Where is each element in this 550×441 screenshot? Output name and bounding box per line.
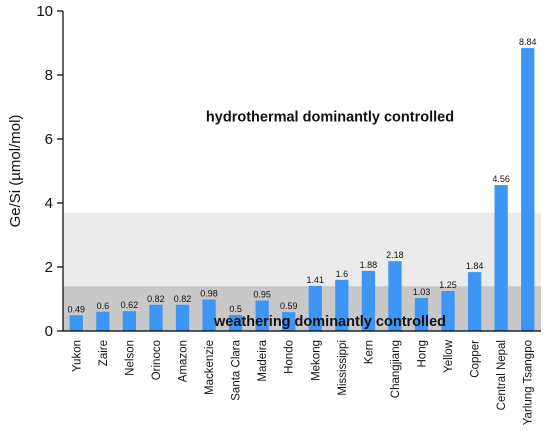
- category-label-3: Orinoco: [151, 340, 163, 380]
- category-label-16: Central Nepal: [496, 340, 508, 410]
- category-label-10: Mississippi: [337, 340, 349, 396]
- category-label-6: Santa Clara: [231, 339, 243, 400]
- category-label-8: Hondo: [284, 340, 296, 374]
- value-label-8: 0.59: [280, 301, 298, 311]
- background-bands: [63, 212, 541, 331]
- bar-16: [494, 185, 508, 331]
- value-label-0: 0.49: [68, 304, 86, 314]
- category-label-0: Yukon: [71, 340, 83, 372]
- y-axis-title: Ge/Si (µmol/mol): [7, 115, 24, 228]
- category-label-1: Zaire: [98, 340, 110, 366]
- value-label-6: 0.5: [229, 304, 242, 314]
- value-label-1: 0.6: [97, 301, 110, 311]
- bar-2: [122, 311, 137, 331]
- bar-15: [467, 272, 482, 331]
- y-tick-label-2: 4: [45, 195, 53, 212]
- bar-11: [361, 270, 376, 331]
- hydrothermal-zone-label: hydrothermal dominantly controlled: [206, 109, 454, 125]
- band-0: [63, 212, 541, 287]
- weathering-zone-label: weathering dominantly controlled: [213, 314, 446, 330]
- bar-13: [414, 298, 429, 331]
- category-label-17: Yarlung Tsangpo: [523, 340, 535, 425]
- bar-14: [441, 291, 455, 331]
- bar-5: [202, 299, 216, 331]
- bar-17: [521, 48, 535, 332]
- y-ticks: 0 2 4 6 8 10: [36, 3, 63, 340]
- value-label-12: 2.18: [386, 250, 404, 260]
- band-1: [63, 286, 541, 331]
- bar-4: [175, 304, 190, 331]
- category-label-2: Nelson: [124, 340, 136, 376]
- value-label-11: 1.88: [360, 260, 378, 270]
- bar-7: [255, 300, 269, 331]
- value-label-2: 0.62: [121, 300, 139, 310]
- value-label-14: 1.25: [439, 280, 457, 290]
- value-label-9: 1.41: [307, 275, 325, 285]
- value-label-4: 0.82: [174, 294, 192, 304]
- bar-8: [282, 312, 296, 331]
- value-label-7: 0.95: [253, 290, 271, 300]
- bar-6: [228, 315, 243, 331]
- axes: [62, 11, 541, 332]
- bar-10: [335, 279, 349, 331]
- category-label-12: Changjiang: [390, 340, 402, 398]
- value-label-16: 4.56: [492, 174, 510, 184]
- y-tick-label-0: 0: [45, 323, 53, 340]
- y-tick-label-5: 10: [36, 3, 53, 20]
- bar-0: [69, 315, 83, 331]
- value-label-3: 0.82: [147, 294, 165, 304]
- value-label-17: 8.84: [519, 37, 537, 47]
- category-label-15: Copper: [470, 340, 482, 378]
- category-label-7: Madeira: [257, 339, 269, 381]
- y-tick-label-4: 8: [45, 67, 53, 84]
- y-tick-label-3: 6: [45, 131, 53, 148]
- bar-3: [149, 304, 163, 331]
- value-labels: 0.49 0.6 0.62 0.82 0.82 0.98 0.5 0.95 0.59 1.41 1.…: [68, 37, 537, 314]
- value-label-13: 1.03: [413, 287, 431, 297]
- bar-1: [96, 311, 110, 331]
- category-label-4: Amazon: [178, 340, 190, 382]
- category-label-5: Mackenzie: [204, 340, 216, 395]
- y-tick-label-1: 2: [45, 259, 53, 276]
- category-label-11: Kern: [363, 340, 375, 364]
- value-label-5: 0.98: [200, 289, 218, 299]
- value-label-10: 1.6: [336, 269, 349, 279]
- value-label-15: 1.84: [466, 261, 484, 271]
- category-labels: Yukon Zaire Nelson Orinoco Amazon Mackenzie Sa…: [71, 339, 534, 425]
- category-label-9: Mekong: [310, 340, 322, 381]
- bar-12: [388, 261, 402, 331]
- bar-9: [308, 285, 322, 331]
- category-label-14: Yellow: [443, 339, 455, 373]
- category-label-13: Hong: [417, 340, 429, 368]
- bars: [69, 48, 535, 332]
